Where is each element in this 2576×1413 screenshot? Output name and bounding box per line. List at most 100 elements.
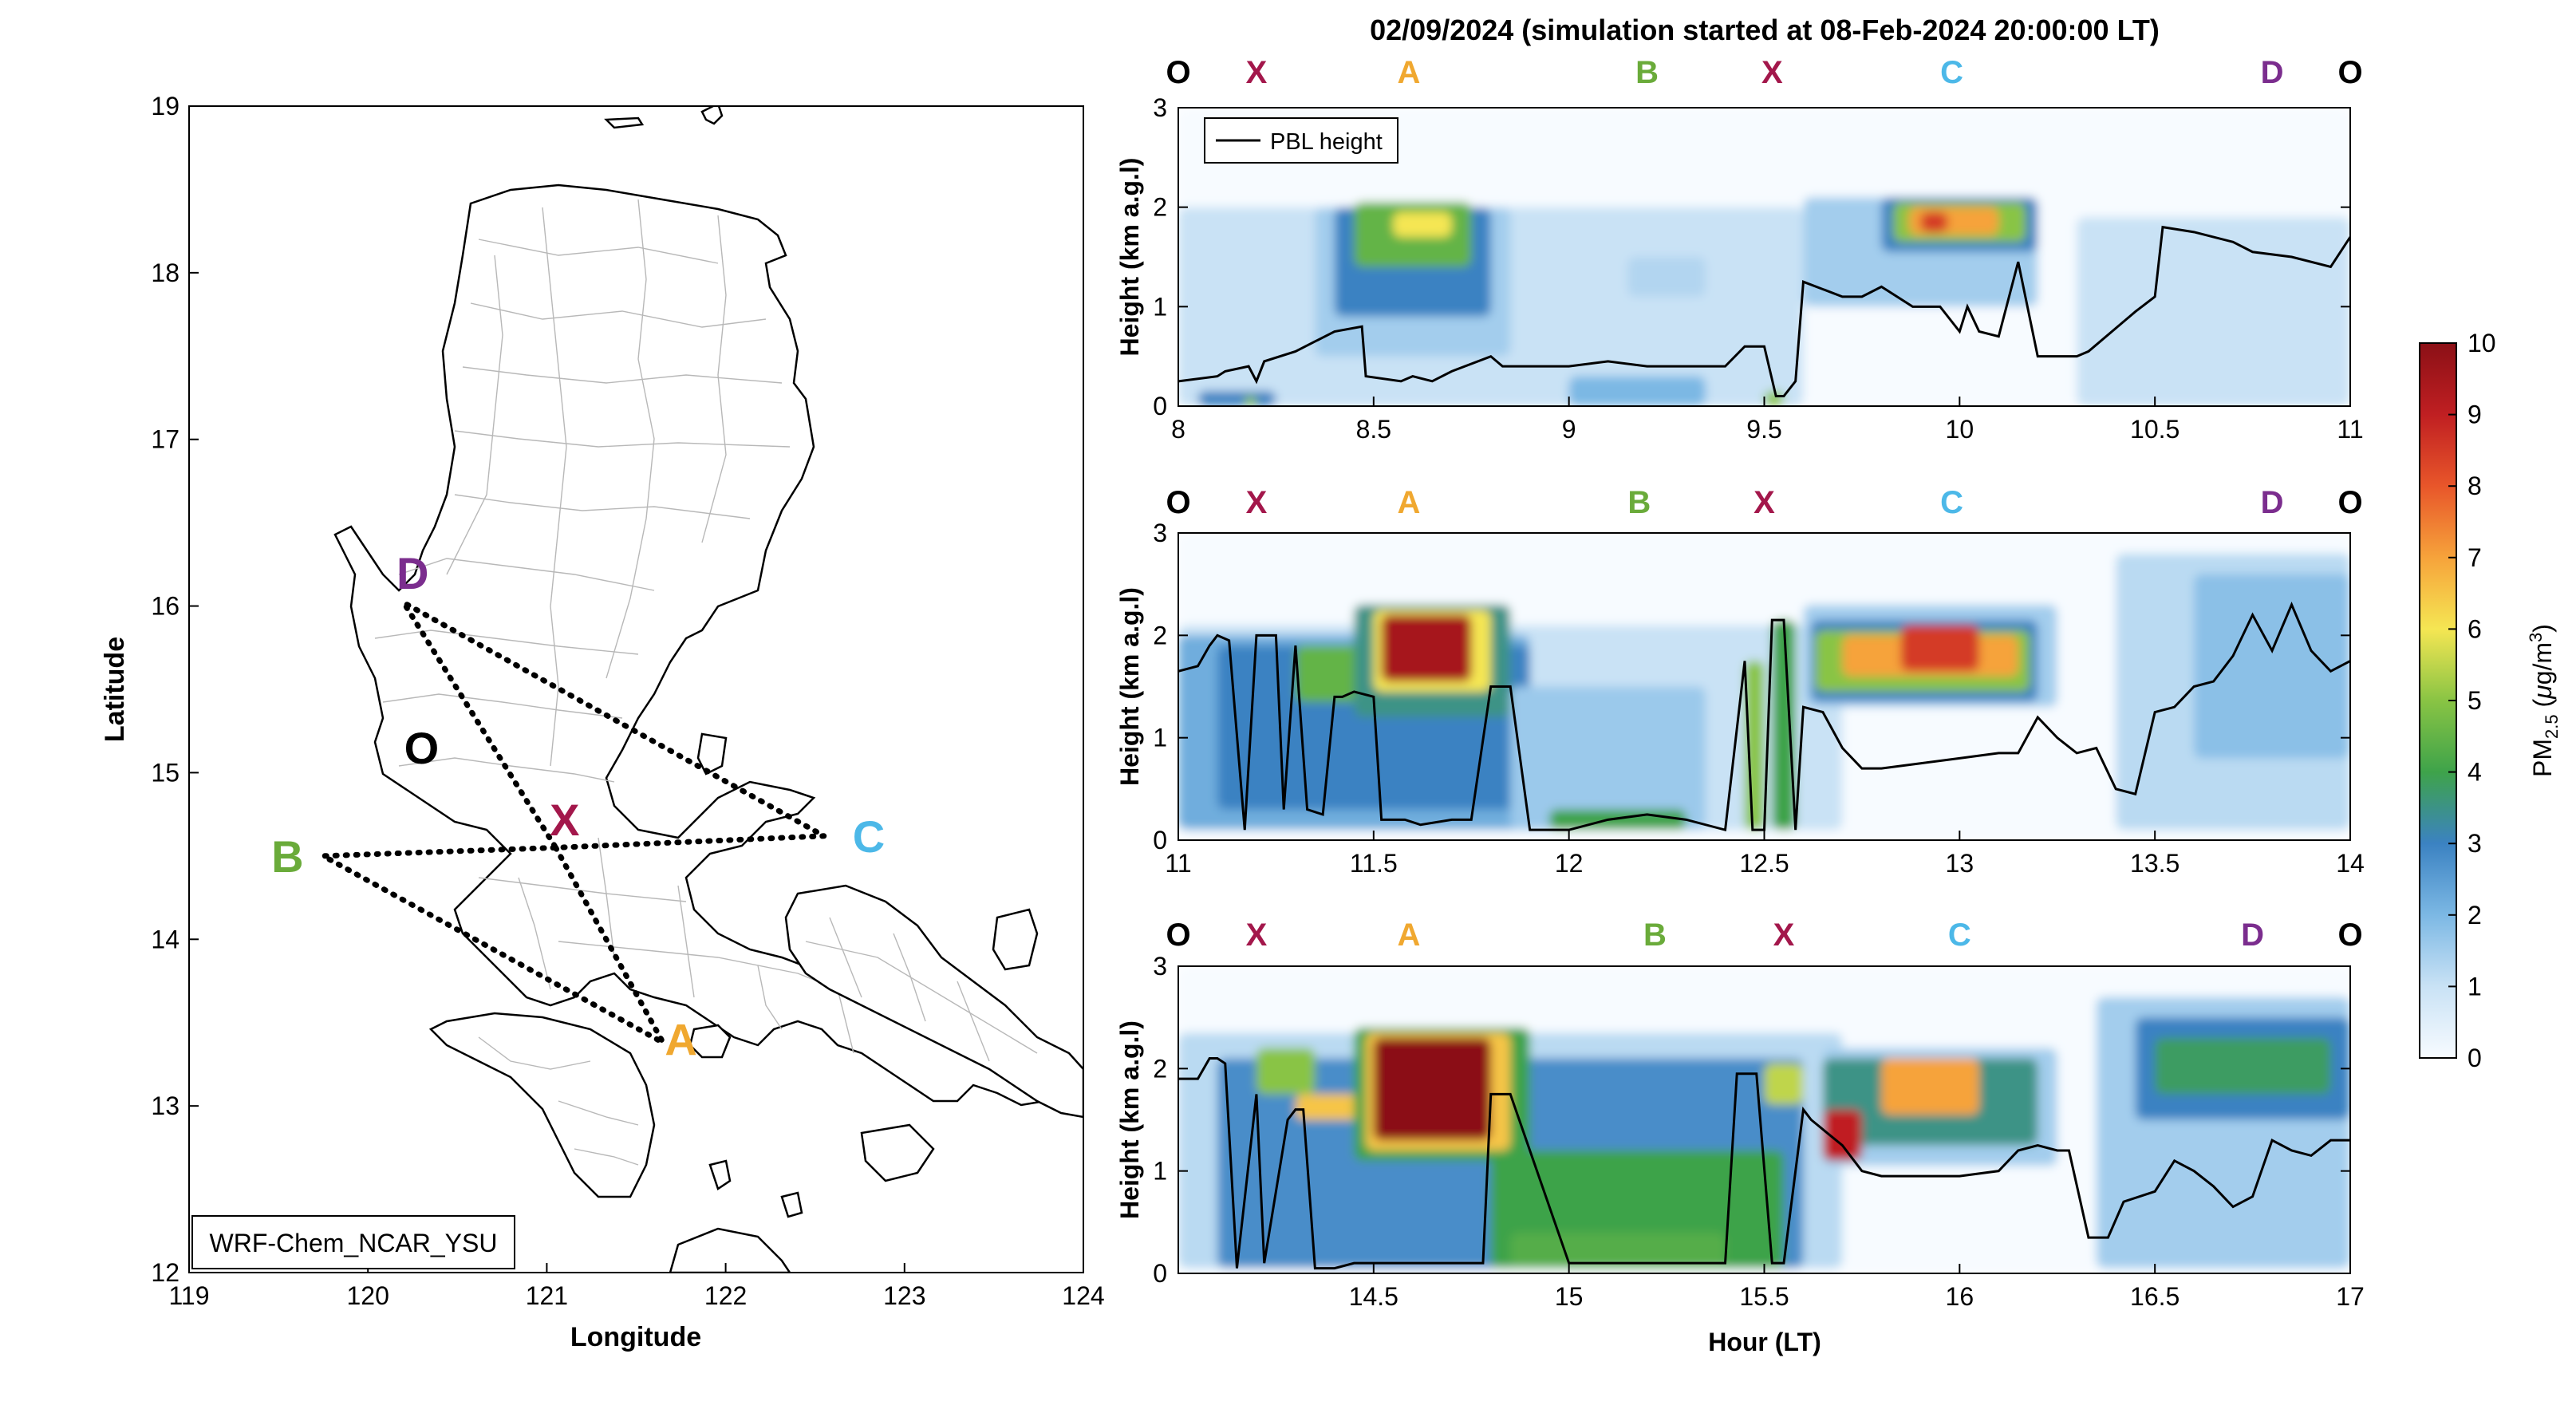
pbl-height-line-1 <box>1178 225 2350 398</box>
pm25-cell <box>2077 217 2350 406</box>
curtain-y-tick-label: 3 <box>1153 93 1167 122</box>
curtain-y-ticks-3: 0 1 2 3 <box>1153 952 2350 1288</box>
curtain-y-axis-label-2: Height (km a.g.l) <box>1115 587 1144 786</box>
pbl-legend-label: PBL height <box>1270 129 1383 155</box>
map-site-label-a: A <box>665 1015 696 1065</box>
curtain-x-tick-label: 12.5 <box>1739 849 1789 878</box>
map-y-tick-label: 18 <box>151 259 179 287</box>
curtain-x-tick-label: 17 <box>2336 1282 2365 1311</box>
curtain-y-tick-label: 0 <box>1153 392 1167 420</box>
pm25-cell <box>1510 1232 1726 1269</box>
map-x-tick-label: 122 <box>704 1281 747 1310</box>
map-y-tick-label: 12 <box>151 1258 179 1287</box>
colorbar-tick-label: 1 <box>2468 972 2482 1001</box>
colorbar-label: PM2.5 (μg/m3) <box>2526 624 2562 777</box>
model-annotation-box <box>191 1215 515 1269</box>
curtain-x-tick-label: 11 <box>2337 415 2363 444</box>
marinduque-island <box>688 1024 732 1059</box>
curtain-y-tick-label: 0 <box>1153 1259 1167 1288</box>
curtain-site-label-o: O <box>2337 485 2362 520</box>
batanes-islands <box>604 106 724 129</box>
pm25-cell <box>1772 620 1796 831</box>
colorbar-label-unit-g: g/m <box>2528 642 2557 685</box>
colorbar-tick-label: 4 <box>2468 758 2482 787</box>
curtain-panel-1: 8 8.5 9 9.5 10 10.5 11 0 1 2 3 O X A B X C D O Height (k… <box>1115 55 2364 444</box>
bicol-boundaries <box>805 917 1038 1062</box>
catanduanes-island <box>992 908 1039 971</box>
curtain-x-tick-label: 11.5 <box>1350 849 1398 878</box>
polillo-islands <box>696 732 728 776</box>
curtain-site-label-o: O <box>2337 918 2362 953</box>
map-y-tick-label: 16 <box>151 592 179 621</box>
curtain-y-ticks-1: 0 1 2 3 <box>1153 93 2350 420</box>
curtain-y-tick-label: 1 <box>1153 1157 1167 1186</box>
colorbar-tick-label: 0 <box>2468 1044 2482 1072</box>
map-land <box>333 106 1083 1273</box>
pm25-cell <box>1920 211 1948 232</box>
pm25-cell <box>1764 1063 1804 1105</box>
pm25-cell <box>1381 614 1472 682</box>
map-site-label-b: B <box>271 831 303 882</box>
curtain-x-tick-label: 14 <box>2336 849 2365 878</box>
map-x-tick-label: 120 <box>347 1281 389 1310</box>
curtain-y-tick-label: 3 <box>1153 519 1167 547</box>
map-x-ticks: 119 120 121 122 123 124 <box>168 1263 1105 1310</box>
map-x-tick-label: 124 <box>1062 1281 1104 1310</box>
pm25-cell <box>1256 1048 1316 1095</box>
colorbar-label-unit-prefix: ( <box>2528 698 2557 714</box>
curtain-x-tick-label: 11 <box>1165 849 1191 878</box>
curtain-y-tick-label: 1 <box>1153 724 1167 752</box>
curtain-x-tick-label: 15 <box>1555 1282 1584 1311</box>
map-y-ticks: 12 13 14 15 16 17 18 19 <box>151 92 199 1287</box>
pm25-cell <box>1822 1109 1862 1161</box>
flight-path-line <box>313 594 834 1050</box>
curtain-x-tick-label: 16.5 <box>2130 1282 2180 1311</box>
pm25-cell <box>2155 1037 2331 1095</box>
curtain-site-label-b: B <box>1643 918 1667 953</box>
map-site-label-c: C <box>853 811 885 862</box>
pm25-cell <box>1764 391 1784 406</box>
map-y-tick-label: 13 <box>151 1091 179 1120</box>
curtain-site-label-a: A <box>1397 918 1420 953</box>
curtain-site-label-d: D <box>2261 55 2284 90</box>
curtain-site-label-x: X <box>1753 485 1775 520</box>
pm25-field-3 <box>1178 966 2350 1273</box>
panay-edge <box>669 1227 791 1273</box>
mindoro-island <box>428 1012 656 1198</box>
curtain-x-tick-label: 13 <box>1946 849 1974 878</box>
map-x-tick-label: 123 <box>883 1281 925 1310</box>
map-x-tick-label: 119 <box>168 1281 209 1310</box>
curtain-y-tick-label: 2 <box>1153 1054 1167 1083</box>
curtain-site-label-d: D <box>2261 485 2284 520</box>
pm25-cell <box>1627 257 1706 297</box>
curtain-x-tick-label: 8.5 <box>1356 415 1391 444</box>
colorbar-tick-label: 2 <box>2468 901 2482 930</box>
colorbar-label-unit-suffix: ) <box>2528 624 2557 633</box>
map-y-tick-label: 17 <box>151 425 179 454</box>
pm25-cell <box>1568 376 1706 406</box>
curtain-site-label-x: X <box>1246 485 1268 520</box>
pm25-cell <box>1245 396 1256 406</box>
curtain-x-tick-label: 15.5 <box>1739 1282 1789 1311</box>
curtain-site-label-c: C <box>1940 485 1963 520</box>
curtain-site-label-b: B <box>1635 55 1659 90</box>
map-y-tick-label: 15 <box>151 758 179 787</box>
curtain-x-tick-label: 14.5 <box>1349 1282 1398 1311</box>
curtain-x-tick-label: 13.5 <box>2130 849 2180 878</box>
colorbar-tick-label: 9 <box>2468 401 2482 429</box>
curtain-x-tick-label: 9 <box>1562 415 1576 444</box>
map-x-axis-label: Longitude <box>570 1322 701 1352</box>
curtain-x-ticks-1: 8 8.5 9 9.5 10 10.5 11 <box>1171 397 2364 444</box>
curtain-x-tick-label: 8 <box>1171 415 1185 444</box>
map-y-tick-label: 19 <box>151 92 179 120</box>
map-x-tick-label: 121 <box>526 1281 568 1310</box>
curtain-x-tick-label: 9.5 <box>1746 415 1781 444</box>
mindoro-boundaries <box>478 1036 639 1166</box>
map-axes-frame <box>188 105 1084 1273</box>
curtain-site-label-o: O <box>1166 485 1190 520</box>
colorbar-tick-label: 8 <box>2468 472 2482 500</box>
curtain-site-label-o: O <box>1166 55 1190 90</box>
